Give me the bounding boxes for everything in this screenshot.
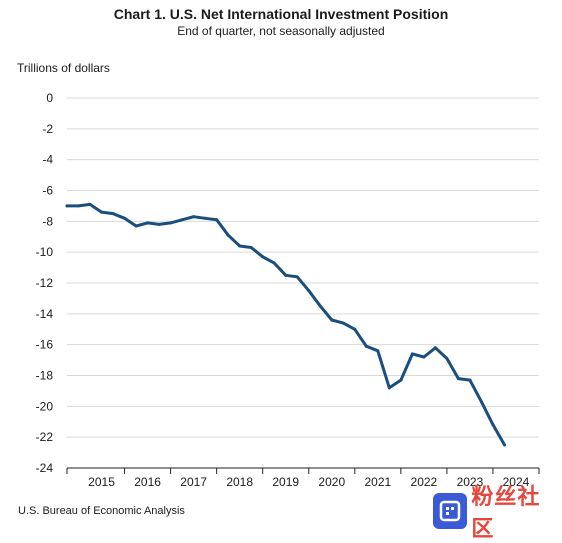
data-point xyxy=(422,355,426,359)
data-point xyxy=(433,346,437,350)
data-point xyxy=(134,224,138,228)
data-point xyxy=(318,304,322,308)
data-point xyxy=(330,318,334,322)
x-tick-label: 2016 xyxy=(134,475,161,489)
data-point xyxy=(261,255,265,259)
data-point xyxy=(226,233,230,237)
data-point xyxy=(399,378,403,382)
x-tick-label: 2022 xyxy=(411,475,438,489)
data-point xyxy=(491,423,495,427)
y-tick-label: -4 xyxy=(42,153,53,167)
source-note: U.S. Bureau of Economic Analysis xyxy=(18,505,185,517)
x-tick-label: 2020 xyxy=(318,475,345,489)
y-tick-label: -10 xyxy=(36,245,54,259)
data-point xyxy=(364,344,368,348)
data-point xyxy=(468,378,472,382)
y-tick-label: -16 xyxy=(36,338,54,352)
data-point xyxy=(295,275,299,279)
data-point xyxy=(387,386,391,390)
y-tick-label: -14 xyxy=(36,307,54,321)
series-line xyxy=(65,202,506,447)
data-point xyxy=(123,216,127,220)
x-tick-label: 2021 xyxy=(364,475,391,489)
y-tick-label: -24 xyxy=(36,461,54,475)
data-point xyxy=(157,222,161,226)
y-tick-label: -6 xyxy=(42,184,53,198)
watermark-text: 粉丝社区 xyxy=(471,485,541,542)
y-tick-label: -12 xyxy=(36,276,54,290)
data-point xyxy=(376,349,380,353)
data-point xyxy=(445,357,449,361)
x-tick-label: 2023 xyxy=(457,475,484,489)
x-tick-label: 2015 xyxy=(88,475,115,489)
y-tick-label: -2 xyxy=(42,122,53,136)
data-point xyxy=(65,204,69,208)
data-point xyxy=(502,443,506,447)
y-tick-label: -18 xyxy=(36,369,54,383)
data-point xyxy=(479,400,483,404)
data-point xyxy=(77,204,81,208)
x-tick-label: 2018 xyxy=(226,475,253,489)
y-tick-label: -8 xyxy=(42,214,53,228)
data-point xyxy=(192,215,196,219)
data-point xyxy=(169,221,173,225)
data-point xyxy=(353,327,357,331)
data-point xyxy=(284,273,288,277)
data-point xyxy=(238,244,242,248)
data-point xyxy=(410,352,414,356)
y-axis-label: Trillions of dollars xyxy=(17,61,110,75)
line-chart: 0 -2 -4 -6 -8 -10 -12 -14 -16 -18 -20 -22 -24 2015 201… xyxy=(36,91,540,489)
x-tick-label: 2019 xyxy=(272,475,299,489)
y-tick-label: -22 xyxy=(36,430,54,444)
data-point xyxy=(100,210,104,214)
y-tick-label: -20 xyxy=(36,399,54,413)
data-point xyxy=(111,212,115,216)
chart-subtitle: End of quarter, not seasonally adjusted xyxy=(177,24,385,38)
data-point xyxy=(272,261,276,265)
watermark: 粉丝社区 xyxy=(433,485,559,542)
site-logo-icon xyxy=(433,493,468,529)
y-tick-label: 0 xyxy=(46,91,53,105)
data-point xyxy=(341,321,345,325)
x-tick-label: 2024 xyxy=(503,475,530,489)
data-point xyxy=(88,202,92,206)
chart-title: Chart 1. U.S. Net International Investme… xyxy=(113,6,449,22)
data-point xyxy=(307,289,311,293)
data-point xyxy=(180,218,184,222)
data-point xyxy=(203,216,207,220)
data-point xyxy=(456,377,460,381)
data-point xyxy=(249,246,253,250)
data-point xyxy=(215,218,219,222)
data-point xyxy=(146,221,150,225)
x-tick-label: 2017 xyxy=(180,475,207,489)
